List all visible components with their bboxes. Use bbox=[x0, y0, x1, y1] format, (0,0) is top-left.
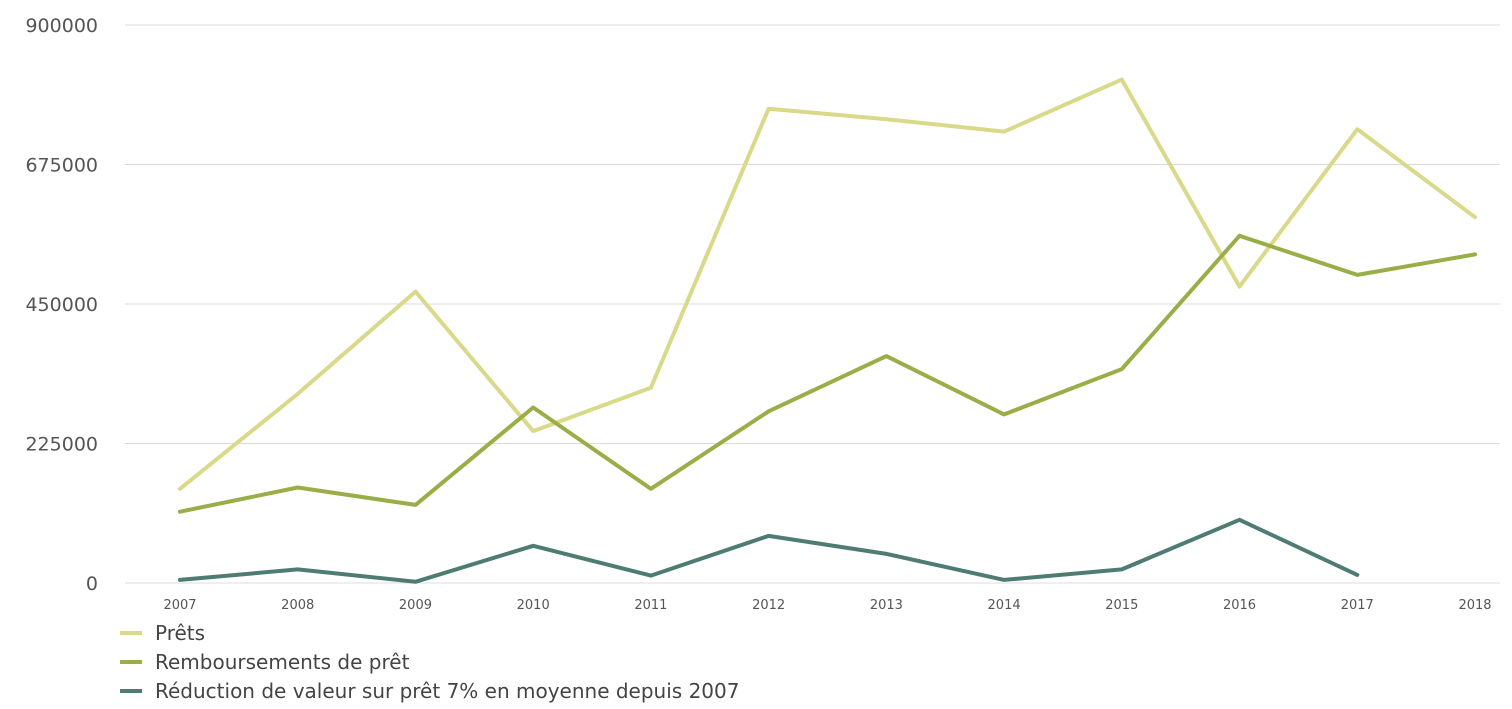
series-line-3 bbox=[178, 517, 1360, 584]
x-tick-label: 2014 bbox=[988, 598, 1021, 613]
x-tick-label: 2018 bbox=[1458, 598, 1491, 613]
y-tick-label: 0 bbox=[86, 573, 98, 595]
legend-item: Remboursements de prêt bbox=[120, 650, 410, 674]
x-tick-label: 2011 bbox=[634, 598, 667, 613]
gridlines bbox=[125, 24, 1500, 584]
x-tick-label: 2013 bbox=[870, 598, 903, 613]
y-tick-label: 675000 bbox=[25, 155, 98, 177]
y-tick-label: 225000 bbox=[25, 434, 98, 456]
x-tick-label: 2010 bbox=[517, 598, 550, 613]
series-line-2 bbox=[178, 233, 1477, 514]
y-tick-label: 900000 bbox=[25, 15, 98, 37]
x-tick-label: 2009 bbox=[399, 598, 432, 613]
x-axis-ticks: 2007 2008 2009 2010 2011 2012 2013 2014 2015 2016… bbox=[163, 598, 1491, 613]
legend-label: Remboursements de prêt bbox=[155, 650, 410, 674]
x-tick-label: 2015 bbox=[1105, 598, 1138, 613]
series-line-1 bbox=[178, 77, 1477, 491]
legend-label: Prêts bbox=[155, 621, 205, 645]
x-tick-label: 2007 bbox=[163, 598, 196, 613]
legend: Prêts Remboursements de prêt Réduction de … bbox=[120, 621, 739, 703]
x-tick-label: 2016 bbox=[1223, 598, 1256, 613]
legend-item: Réduction de valeur sur prêt 7% en moyen… bbox=[120, 679, 739, 703]
x-tick-label: 2008 bbox=[281, 598, 314, 613]
y-tick-label: 450000 bbox=[25, 294, 98, 316]
x-tick-label: 2017 bbox=[1341, 598, 1374, 613]
legend-label: Réduction de valeur sur prêt 7% en moyen… bbox=[155, 679, 739, 703]
x-tick-label: 2012 bbox=[752, 598, 785, 613]
legend-item: Prêts bbox=[120, 621, 205, 645]
y-axis-ticks: 900000 675000 450000 225000 0 bbox=[25, 15, 98, 595]
series-lines bbox=[178, 77, 1477, 584]
